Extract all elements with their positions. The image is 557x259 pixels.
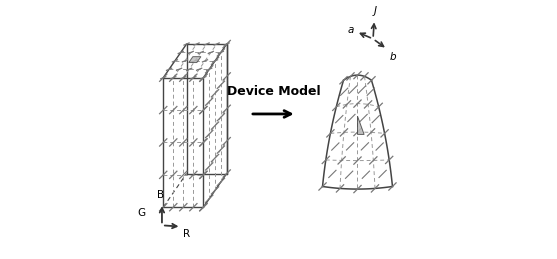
Polygon shape	[189, 57, 201, 63]
Text: B: B	[157, 190, 164, 200]
Text: Device Model: Device Model	[227, 85, 320, 98]
Text: R: R	[183, 229, 190, 239]
Text: a: a	[348, 25, 354, 34]
Text: G: G	[137, 208, 145, 218]
Text: b: b	[389, 52, 396, 62]
Polygon shape	[358, 116, 364, 134]
Text: J: J	[374, 6, 377, 16]
